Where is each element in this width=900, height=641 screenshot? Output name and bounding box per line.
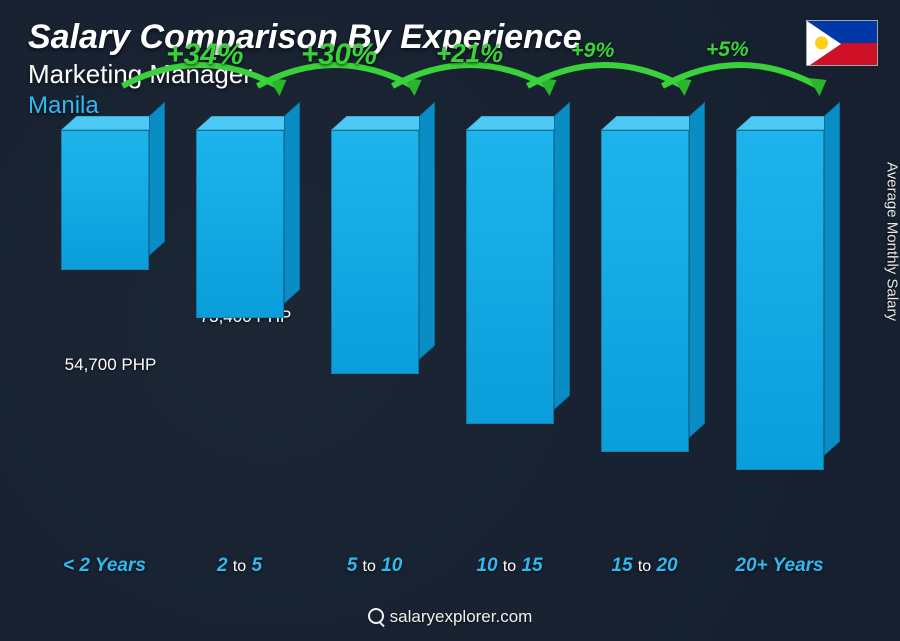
chart-title: Salary Comparison By Experience [28, 18, 582, 57]
footer-text: salaryexplorer.com [390, 607, 533, 626]
bar [466, 130, 554, 424]
bars-container: 54,700 PHP 73,400 PHP 95,400 PHP 115,000… [44, 130, 840, 537]
footer-attribution: salaryexplorer.com [0, 607, 900, 627]
x-axis-label: 20+ Years [719, 555, 840, 577]
chart-subtitle: Marketing Manager [28, 59, 582, 90]
country-flag-philippines [806, 20, 878, 66]
bar [601, 130, 689, 452]
x-axis-label: < 2 Years [44, 555, 165, 577]
y-axis-label: Average Monthly Salary [884, 162, 900, 321]
bar-slot: 95,400 PHP [314, 130, 435, 537]
bar [736, 130, 824, 470]
bar-value-label: 54,700 PHP [41, 355, 181, 375]
bar-slot: 73,400 PHP [179, 130, 300, 537]
bar-slot: 115,000 PHP [449, 130, 570, 537]
bar [331, 130, 419, 374]
x-axis-label: 5 to 10 [314, 555, 435, 577]
x-axis-label: 10 to 15 [449, 555, 570, 577]
magnifier-icon [368, 608, 384, 624]
bar-slot: 54,700 PHP [44, 130, 165, 537]
bar-slot: 133,000 PHP [719, 130, 840, 537]
growth-percentage: +5% [706, 38, 749, 62]
bar [196, 130, 284, 318]
x-axis-label: 15 to 20 [584, 555, 705, 577]
x-axis-label: 2 to 5 [179, 555, 300, 577]
x-axis-labels: < 2 Years 2 to 5 5 to 10 10 to 15 15 to 20 20… [44, 555, 840, 577]
bar-chart: 54,700 PHP 73,400 PHP 95,400 PHP 115,000… [44, 130, 840, 577]
bar [61, 130, 149, 270]
chart-header: Salary Comparison By Experience Marketin… [28, 18, 582, 120]
bar-slot: 126,000 PHP [584, 130, 705, 537]
